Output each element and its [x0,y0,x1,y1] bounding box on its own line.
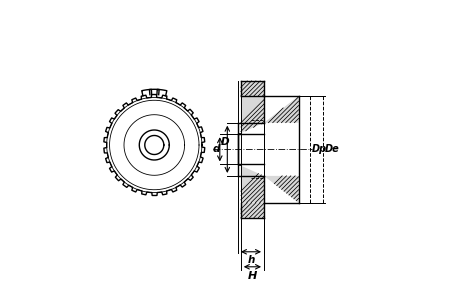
Text: Dp: Dp [311,144,327,154]
Polygon shape [241,203,264,218]
Polygon shape [264,176,299,203]
Text: h: h [248,255,255,265]
Polygon shape [241,81,264,96]
Text: De: De [324,144,339,154]
Polygon shape [238,164,264,203]
Polygon shape [238,96,264,134]
Text: D: D [220,137,230,147]
Text: d: d [213,144,220,154]
Polygon shape [264,96,299,123]
Text: H: H [248,271,257,281]
